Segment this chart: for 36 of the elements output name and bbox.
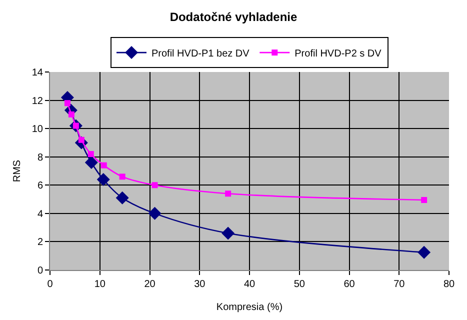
x-tick-label: 30 <box>194 279 206 290</box>
x-tick-label: 10 <box>94 279 106 290</box>
point <box>225 190 232 197</box>
x-tick-label: 60 <box>344 279 356 290</box>
point <box>116 191 129 204</box>
y-axis-title: RMS <box>12 160 23 182</box>
x-tick-label: 80 <box>443 279 455 290</box>
y-tick-label: 6 <box>37 180 44 192</box>
y-tick-label: 10 <box>32 124 44 136</box>
y-tick-label: 8 <box>37 152 44 164</box>
y-tick-label: 14 <box>32 68 44 78</box>
point <box>222 226 235 240</box>
point <box>148 206 162 220</box>
point <box>421 196 428 203</box>
y-tick-label: 0 <box>37 266 44 276</box>
point <box>418 246 431 259</box>
legend-label: Profil HVD-P1 bez DV <box>152 48 250 60</box>
x-tick-label: 70 <box>394 279 406 290</box>
point <box>84 156 98 170</box>
chart-title: Dodatočné vyhladenie <box>170 10 298 24</box>
point <box>152 182 158 188</box>
legend-label: Profil HVD-P2 s DV <box>294 48 382 60</box>
point <box>68 111 74 118</box>
y-tick-label: 12 <box>32 96 44 107</box>
x-tick-label: 50 <box>294 279 306 290</box>
y-tick-label: 4 <box>37 208 44 220</box>
point <box>64 100 70 106</box>
point <box>88 151 94 158</box>
point <box>119 174 126 180</box>
x-axis-title: Kompresia (%) <box>216 302 283 313</box>
x-tick-label: 40 <box>244 279 256 290</box>
x-tick-label: 20 <box>144 279 156 290</box>
point <box>100 162 107 168</box>
point <box>96 172 110 186</box>
y-tick-label: 2 <box>37 237 44 248</box>
x-tick-label: 0 <box>47 279 54 290</box>
